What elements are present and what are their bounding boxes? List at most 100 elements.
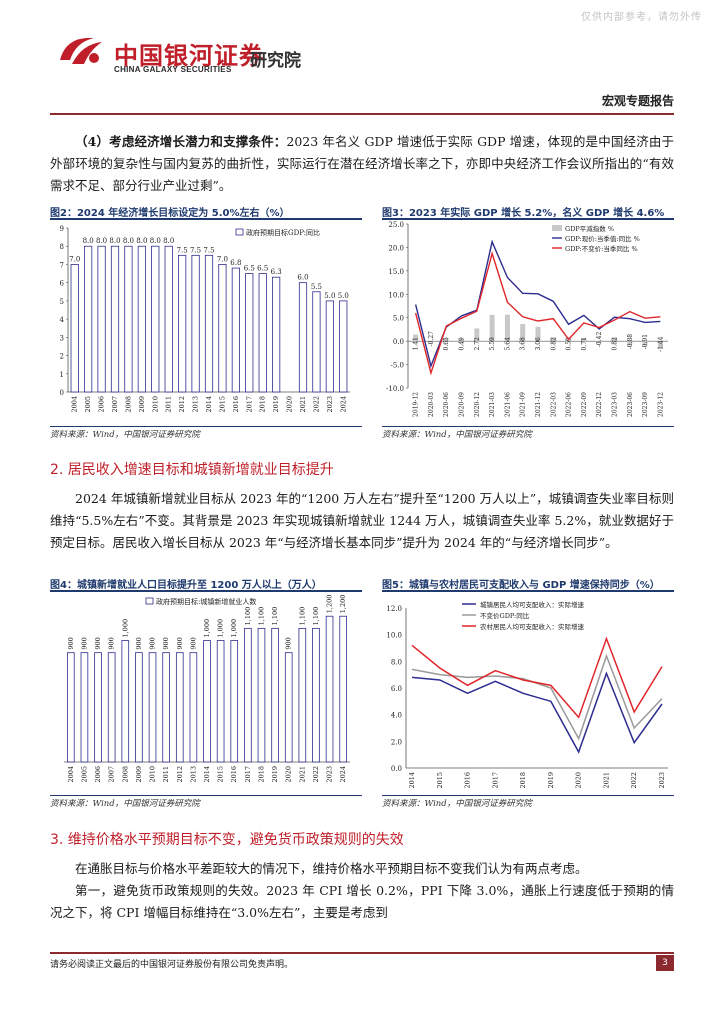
x-tick-label: 2015 (217, 766, 225, 783)
deflator-label: -0.88 (627, 334, 634, 350)
y-tick-label: 2.0 (391, 738, 402, 746)
data-label: 1,100 (312, 607, 320, 626)
x-tick-label: 2015 (436, 772, 444, 789)
section2-paragraph: 2024 年城镇新增就业目标从 2023 年的“1200 万人左右”提升至“12… (50, 488, 674, 554)
y-tick-label: 2 (60, 353, 64, 361)
legend-swatch (235, 228, 244, 236)
x-tick-label: 2013 (189, 766, 197, 783)
fig3-chart: -10.0 -5.0 0.0 5.0 10.0 15.0 20.0 25.0 1.41 -0.27… (386, 221, 668, 417)
data-label: 900 (94, 637, 102, 649)
x-tick-label: 2023 (326, 396, 334, 413)
data-label: 900 (149, 637, 157, 649)
deflator-label: 1.41 (413, 337, 420, 350)
deflator-bar (535, 326, 541, 342)
data-label: 6.3 (271, 268, 282, 276)
x-tick-label: 2014 (408, 772, 416, 789)
deflator-label: 3.68 (520, 337, 527, 351)
x-tick-label: 2012 (176, 766, 184, 783)
bar (272, 276, 281, 393)
fig5-bottom-line (382, 795, 674, 796)
section2-heading: 2. 居民收入增速目标和城镇新增就业目标提升 (50, 462, 334, 478)
bar (80, 652, 89, 763)
deflator-label: -1.44 (657, 336, 664, 352)
deflator-bar (596, 341, 602, 344)
x-tick-label: 2016 (230, 766, 238, 783)
bar (284, 652, 293, 763)
data-label: 6.0 (297, 274, 308, 282)
data-label: 900 (135, 637, 143, 649)
y-tick-label: 7 (60, 261, 64, 269)
data-label: 900 (67, 637, 75, 649)
fig3-title: 图3：2023 年实际 GDP 增长 5.2%，名义 GDP 增长 4.6% (382, 208, 665, 219)
rural-income-line (411, 636, 663, 719)
urban-income-line (411, 671, 663, 754)
page-number: 3 (656, 955, 674, 971)
deflator-label: 2.72 (474, 337, 481, 351)
legend-label: GDP:现价:当季值:同比 % (565, 234, 640, 243)
x-tick-label: 2010 (149, 766, 157, 783)
section3-heading: 3. 维持价格水平预期目标不变，避免货币政策规则的失效 (50, 832, 404, 848)
x-tick-label: 2017 (245, 396, 253, 413)
section2-text: 2024 年城镇新增就业目标从 2023 年的“1200 万人左右”提升至“12… (50, 491, 674, 550)
x-tick-label: 2008 (124, 396, 132, 413)
legend-swatch (552, 225, 562, 231)
bar (121, 640, 130, 763)
fig2-source: 资料来源：Wind，中国银河证券研究院 (50, 430, 200, 440)
data-label: 5.5 (311, 283, 322, 291)
data-label: 900 (285, 637, 293, 649)
legend-label: 农村居民人均可支配收入：实际增速 (480, 622, 585, 631)
x-tick-label: 2016 (464, 772, 472, 789)
x-tick-label: 2022-03 (550, 392, 557, 417)
x-tick-label: 2009 (138, 396, 146, 413)
y-tick-label: 0 (60, 389, 64, 397)
bar (258, 273, 267, 393)
fig5-source: 资料来源：Wind，中国银河证券研究院 (382, 799, 532, 809)
x-tick-label: 2005 (80, 766, 88, 783)
deflator-bar (657, 341, 663, 348)
deflator-label: 0.82 (550, 337, 557, 351)
x-tick-label: 2023-06 (627, 392, 634, 417)
deflator-bar (627, 341, 633, 346)
bar (164, 245, 173, 393)
bar (339, 615, 347, 763)
x-tick-label: 2022 (312, 766, 320, 783)
bar (70, 264, 79, 393)
x-tick-label: 2022-12 (596, 392, 603, 417)
data-label: 8.0 (96, 237, 107, 245)
y-tick-label: 15.0 (388, 268, 404, 276)
x-tick-label: 2018 (519, 772, 527, 789)
bar (298, 627, 307, 763)
bar (271, 627, 279, 763)
x-tick-label: 2022-06 (566, 392, 573, 417)
data-label: 1,100 (244, 607, 252, 626)
bar (110, 245, 120, 393)
fig2-title-line (50, 218, 362, 220)
data-label: 8.0 (150, 237, 161, 245)
deflator-bar (520, 323, 526, 342)
data-label: 6.8 (230, 259, 241, 267)
deflator-label: 5.59 (489, 337, 496, 351)
x-tick-label: 2019-12 (413, 392, 420, 417)
x-tick-label: 2007 (108, 766, 116, 783)
y-tick-label: 5 (60, 298, 64, 306)
x-tick-label: 2024 (339, 766, 347, 783)
y-tick-label: 1 (60, 371, 64, 379)
x-tick-label: 2021 (299, 396, 307, 413)
intro-lead: （4）考虑经济增长潜力和支撑条件： (75, 134, 287, 149)
bar (218, 264, 227, 393)
legend-label: GDP:不变价:当季同比 % (565, 244, 638, 253)
institute-label: 研究院 (250, 51, 301, 71)
deflator-bar (581, 337, 587, 342)
deflator-label: 3.06 (535, 337, 542, 351)
deflator-bar (550, 337, 556, 342)
footer-divider (50, 952, 674, 954)
x-tick-label: 2020 (575, 772, 583, 789)
data-label: 8.0 (109, 237, 120, 245)
x-tick-label: 2008 (121, 766, 129, 783)
x-tick-label: 2023-03 (611, 392, 618, 417)
y-tick-label: 20.0 (388, 244, 404, 252)
data-label: 7.5 (177, 246, 188, 254)
bar (162, 652, 170, 763)
y-tick-label: 10.0 (386, 632, 402, 640)
bar (148, 652, 157, 763)
